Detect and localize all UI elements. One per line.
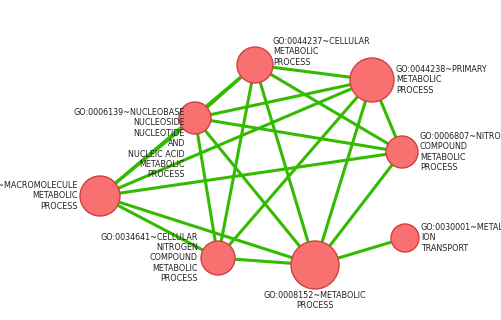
Text: GO:0044238~PRIMARY
METABOLIC
PROCESS: GO:0044238~PRIMARY METABOLIC PROCESS [396, 65, 487, 95]
Text: GO:0006807~NITROGEN
COMPOUND
METABOLIC
PROCESS: GO:0006807~NITROGEN COMPOUND METABOLIC P… [420, 132, 501, 172]
Text: GO:0030001~METAL
ION
TRANSPORT: GO:0030001~METAL ION TRANSPORT [421, 223, 501, 253]
Circle shape [80, 176, 120, 216]
Text: GO:0006139~NUCLEOBASE
NUCLEOSIDE
NUCLEOTIDE
AND
NUCLEIC ACID
METABOLIC
PROCESS: GO:0006139~NUCLEOBASE NUCLEOSIDE NUCLEOT… [74, 108, 185, 180]
Circle shape [291, 241, 339, 289]
Circle shape [237, 47, 273, 83]
Circle shape [386, 136, 418, 168]
Text: GO:0034641~CELLULAR
NITROGEN
COMPOUND
METABOLIC
PROCESS: GO:0034641~CELLULAR NITROGEN COMPOUND ME… [101, 233, 198, 283]
Text: GO:0044237~CELLULAR
METABOLIC
PROCESS: GO:0044237~CELLULAR METABOLIC PROCESS [273, 37, 371, 67]
Circle shape [350, 58, 394, 102]
Circle shape [391, 224, 419, 252]
Circle shape [201, 241, 235, 275]
Text: GO:0008152~METABOLIC
PROCESS: GO:0008152~METABOLIC PROCESS [264, 291, 366, 310]
Circle shape [179, 102, 211, 134]
Text: GO:0043170~MACROMOLECULE
METABOLIC
PROCESS: GO:0043170~MACROMOLECULE METABOLIC PROCE… [0, 181, 78, 211]
